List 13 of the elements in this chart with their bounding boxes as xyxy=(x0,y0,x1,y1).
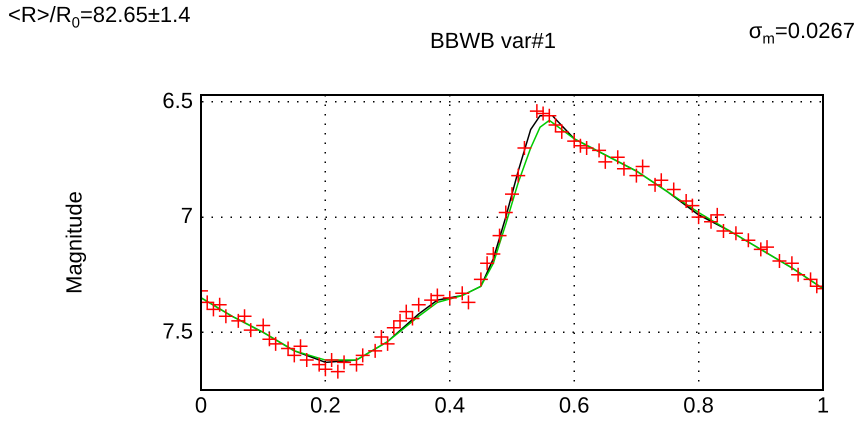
x-tick-label: 0.8 xyxy=(683,392,714,418)
x-tick-label: 0.6 xyxy=(558,392,590,418)
text: <R>/R$_{0}$=82.65±1.4 xyxy=(8,2,190,32)
text: σ$_{m}$=0.0267 xyxy=(748,18,855,48)
x-tick-label: 1 xyxy=(816,392,830,418)
x-tick-label: 0.2 xyxy=(310,392,341,418)
y-tick-label: 6.5 xyxy=(162,88,193,113)
y-tick-label: 7.5 xyxy=(162,318,193,344)
chart-title: BBWB var#1 xyxy=(430,28,556,54)
x-tick-label: 0 xyxy=(194,392,208,418)
y-axis-title: Magnitude xyxy=(61,191,86,294)
y-tick-label: 7 xyxy=(180,203,193,228)
x-tick-label: 0.4 xyxy=(434,392,466,418)
